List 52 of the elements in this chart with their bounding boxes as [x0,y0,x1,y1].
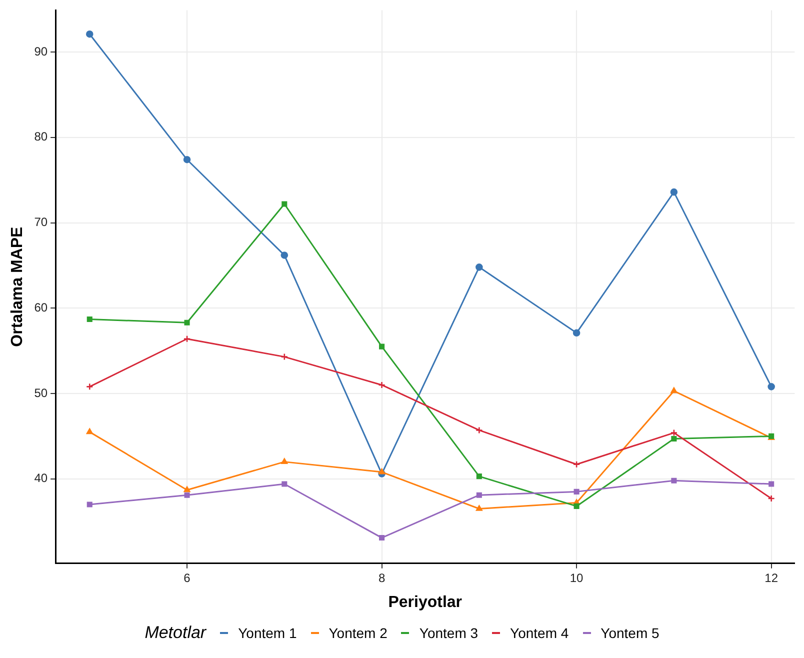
point [671,478,677,484]
point [281,458,288,464]
y-tick-label: 40 [34,471,48,486]
x-axis-title: Periyotlar [388,594,462,611]
legend-label: Yontem 5 [600,625,660,641]
point [378,381,386,389]
point [768,383,775,390]
legend-label: Yontem 4 [510,625,569,641]
x-tick-label: 8 [378,570,386,585]
point [572,329,580,337]
point [379,344,385,350]
point [476,474,482,480]
point [476,492,482,498]
point [476,426,483,434]
point [572,460,580,468]
point [282,201,288,207]
point [184,486,190,492]
point [184,320,190,326]
point [378,468,386,474]
point [183,156,191,164]
point [282,481,288,487]
point [476,264,483,271]
point [768,481,774,487]
y-tick-label: 70 [34,215,48,230]
x-tick-label: 6 [184,570,191,585]
x-tick-label: 10 [570,570,584,585]
point [280,353,288,360]
point [670,429,678,436]
legend-label: Yontem 1 [238,625,297,641]
x-tick-label: 12 [764,570,778,585]
legend-title: Metotlar [144,623,206,643]
y-tick-label: 60 [34,300,48,314]
point [476,505,482,511]
y-tick-label: 90 [34,44,48,58]
point [280,252,288,259]
point [86,428,93,434]
legend-label: Yontem 2 [328,625,388,641]
point [670,188,678,196]
point [574,503,580,509]
y-tick-label: 80 [34,130,48,144]
y-tick-label: 50 [34,386,48,400]
legend-label: Yontem 3 [419,625,478,641]
point [86,502,92,508]
point [86,30,94,38]
point [86,316,92,322]
point [671,436,677,442]
point [574,488,580,494]
point [379,535,385,541]
point [184,492,190,498]
y-axis-title: Ortalama MAPE [9,226,26,347]
point [183,335,191,343]
point [670,387,678,394]
